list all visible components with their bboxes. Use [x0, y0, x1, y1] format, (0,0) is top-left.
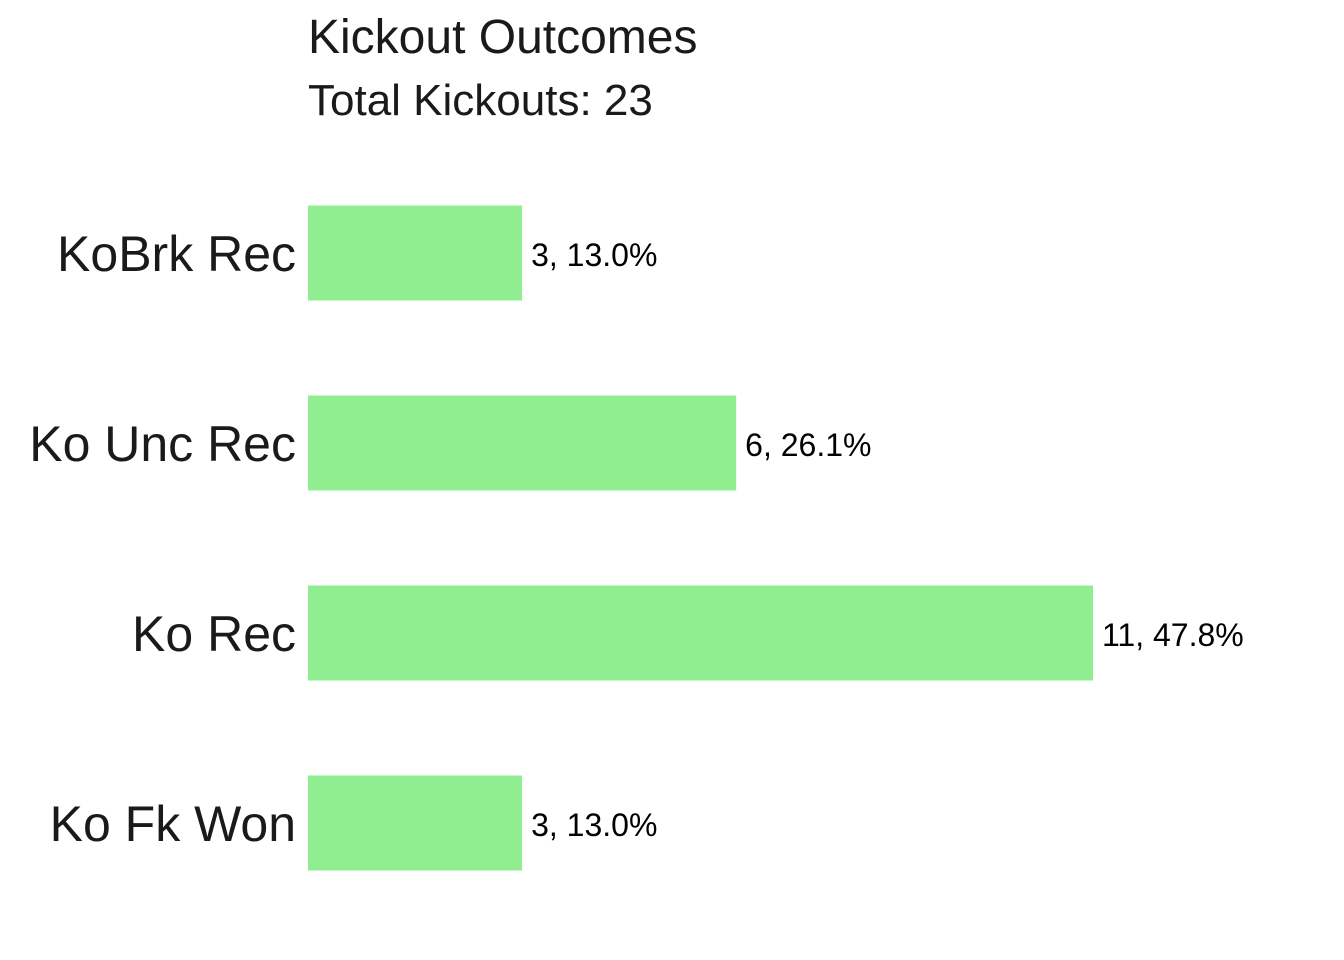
data-label-2: 11, 47.8%: [1102, 617, 1244, 653]
bar-1: [308, 395, 737, 491]
category-label-2: Ko Rec: [132, 606, 296, 662]
data-label-3: 3, 13.0%: [531, 807, 657, 843]
data-labels-group: 3, 13.0% 6, 26.1% 11, 47.8% 3, 13.0%: [531, 237, 1244, 843]
bar-2: [308, 585, 1093, 681]
category-label-0: KoBrk Rec: [57, 226, 296, 282]
data-label-1: 6, 26.1%: [745, 427, 871, 463]
bar-0: [308, 205, 523, 301]
category-label-1: Ko Unc Rec: [29, 416, 296, 472]
bar-3: [308, 775, 523, 871]
chart-subtitle: Total Kickouts: 23: [308, 76, 653, 125]
category-axis-labels: KoBrk Rec Ko Unc Rec Ko Rec Ko Fk Won: [29, 226, 296, 852]
category-label-3: Ko Fk Won: [50, 796, 296, 852]
data-label-0: 3, 13.0%: [531, 237, 657, 273]
bars-group: [308, 205, 1093, 871]
chart-title: Kickout Outcomes: [308, 11, 697, 64]
